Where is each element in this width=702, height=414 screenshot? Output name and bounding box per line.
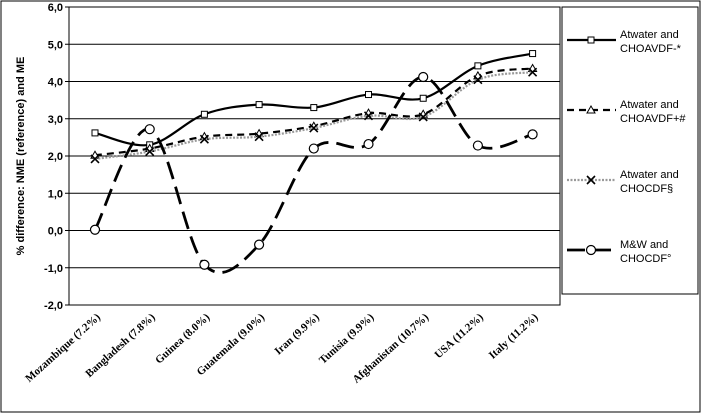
- series-1-point: [529, 50, 537, 58]
- series-4-point: [418, 71, 429, 83]
- legend-box: [561, 6, 699, 295]
- legend-marker-1: [587, 36, 595, 44]
- series-3-point: [473, 75, 483, 85]
- series-3-point: [418, 112, 428, 122]
- legend-label-2: Atwater and: [620, 99, 679, 111]
- y-tick-label: 1,0: [48, 188, 63, 200]
- legend-label-4: M&W and: [620, 239, 668, 251]
- series-4-point: [89, 224, 101, 235]
- series-1-point: [474, 62, 482, 70]
- legend-label-2: CHOAVDF+#: [620, 113, 686, 125]
- y-tick-label: -2,0: [44, 300, 63, 312]
- series-line-1: [94, 52, 533, 147]
- series-3-point: [528, 67, 538, 77]
- legend-label-3: Atwater and: [620, 169, 679, 181]
- series-4-point: [527, 129, 538, 140]
- x-tick-label: Tunisia (9.9%): [317, 311, 377, 367]
- x-tick-label: Italy (11.2%): [487, 311, 541, 361]
- y-tick-label: 3,0: [48, 114, 63, 126]
- series-3-point: [90, 154, 100, 164]
- series-3-point: [254, 132, 264, 142]
- series-1-point: [200, 110, 208, 118]
- y-tick-label: 2,0: [48, 151, 63, 163]
- series-3-point: [199, 134, 209, 144]
- y-tick-label: 0,0: [48, 226, 63, 238]
- series-4-point: [472, 140, 483, 151]
- series-1-point: [91, 129, 99, 137]
- series-1-point: [310, 104, 318, 112]
- legend-label-4: CHOCDF°: [620, 253, 671, 265]
- legend-label-3: CHOCDF§: [620, 183, 673, 195]
- series-4-point: [363, 138, 374, 150]
- y-axis-label: % difference: NME (reference) and ME: [15, 57, 27, 256]
- legend-marker-2: [586, 104, 596, 114]
- y-tick-label: 4,0: [48, 77, 63, 89]
- legend-marker-3: [586, 175, 596, 185]
- series-4-point: [254, 239, 265, 250]
- series-4-point: [199, 259, 210, 270]
- y-tick-label: 5,0: [48, 39, 63, 51]
- series-line-4: [93, 75, 534, 274]
- series-4-point: [308, 143, 319, 154]
- series-3-point: [363, 111, 374, 121]
- series-3-point: [145, 146, 155, 157]
- legend-label-1: Atwater and: [620, 29, 679, 41]
- plot-area-border: [68, 6, 561, 306]
- y-tick-label: 6,0: [48, 2, 63, 14]
- legend-marker-4: [585, 244, 597, 256]
- x-tick-label: USA (11.2%): [432, 311, 486, 361]
- series-3-point: [309, 123, 319, 133]
- series-1-point: [365, 91, 372, 99]
- legend-label-1: CHOAVDF-*: [620, 43, 682, 55]
- series-4-point: [144, 124, 155, 135]
- y-tick-label: -1,0: [44, 263, 63, 275]
- x-tick-label: Iran (9.9%): [272, 311, 322, 357]
- x-tick-label: Guinea (8.0%): [153, 311, 213, 366]
- series-1-point: [255, 101, 263, 109]
- series-1-point: [419, 94, 427, 102]
